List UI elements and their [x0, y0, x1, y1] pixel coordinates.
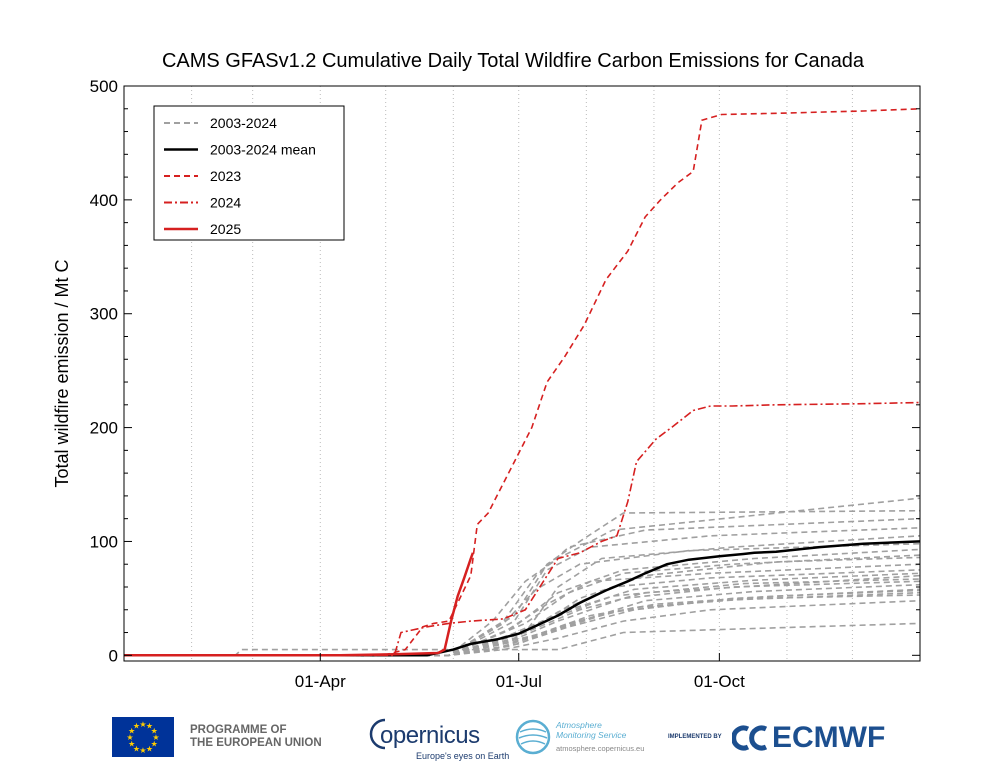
y-tick-label: 100	[90, 532, 118, 551]
eu-star-icon: ★	[128, 727, 135, 736]
y-tick-label: 200	[90, 419, 118, 438]
eu-star-icon: ★	[128, 740, 135, 749]
cams-line-1: Atmosphere	[556, 720, 602, 730]
eu-star-icon: ★	[139, 746, 146, 755]
legend-box	[153, 105, 345, 241]
cams-line-2: Monitoring Service	[556, 730, 627, 740]
legend-label: 2003-2024	[210, 115, 277, 131]
series-line-2003-2024	[124, 588, 921, 657]
copernicus-tagline: Europe's eyes on Earth	[416, 751, 510, 761]
series-line-2003-2024	[124, 574, 921, 657]
legend-label: 2024	[210, 195, 241, 211]
plot-frame	[123, 85, 921, 662]
x-tick-label: 01-Jul	[496, 672, 542, 691]
highlight-series-group	[124, 108, 921, 657]
eu-star-icon: ★	[152, 733, 159, 742]
chart-title: CAMS GFASv1.2 Cumulative Daily Total Wil…	[162, 50, 865, 72]
series-line-2003-2024-mean	[124, 540, 921, 657]
eu-star-icon: ★	[146, 744, 153, 753]
eu-star-icon: ★	[126, 733, 133, 742]
ecmwf-icon	[732, 725, 768, 751]
y-tick-label: 300	[90, 305, 118, 324]
copernicus-wordmark: opernicus	[370, 722, 480, 750]
eu-flag-icon: ★ ★ ★ ★ ★ ★ ★ ★ ★ ★ ★ ★	[112, 717, 174, 757]
legend-label: 2025	[210, 221, 241, 237]
series-line-2003-2024	[124, 569, 921, 657]
series-line-2023	[124, 108, 921, 657]
y-tick-label: 500	[90, 77, 118, 96]
eu-line-1: PROGRAMME OF	[190, 724, 287, 736]
cams-globe-icon	[515, 719, 551, 755]
eu-programme-label: PROGRAMME OF THE EUROPEAN UNION	[190, 724, 322, 750]
series-line-2003-2024	[124, 622, 921, 657]
cams-url: atmosphere.copernicus.eu	[556, 744, 645, 753]
eu-star-icon: ★	[151, 740, 158, 749]
series-line-2025	[124, 552, 475, 657]
axes: 0 100 200 300 400 500 01-Apr 01-Jul 01-Oct	[90, 77, 920, 691]
eu-star-icon: ★	[146, 722, 153, 731]
eu-star-icon: ★	[139, 720, 146, 729]
eu-star-icon: ★	[151, 727, 158, 736]
wildfire-emissions-chart: CAMS GFASv1.2 Cumulative Daily Total Wil…	[52, 50, 921, 691]
copernicus-c-icon	[369, 718, 386, 750]
eu-star-icon: ★	[133, 744, 140, 753]
implemented-by-label: IMPLEMENTED BY	[668, 734, 722, 740]
legend-label: 2003-2024 mean	[210, 142, 316, 158]
series-line-2003-2024	[124, 548, 921, 657]
x-tick-label: 01-Oct	[694, 672, 745, 691]
series-line-2003-2024	[124, 517, 921, 657]
series-line-2003-2024	[124, 580, 921, 657]
y-tick-label: 0	[109, 646, 118, 665]
eu-star-icon: ★	[133, 722, 140, 731]
series-line-2024	[124, 401, 921, 657]
legend: 2003-2024 2003-2024 mean 2023 2024 2025	[153, 105, 345, 241]
cams-label: Atmosphere Monitoring Service	[556, 720, 626, 740]
ecmwf-wordmark: ECMWF	[772, 721, 886, 754]
copernicus-word: opernicus	[380, 722, 480, 749]
footer-logos: ★ ★ ★ ★ ★ ★ ★ ★ ★ ★ ★ ★ PROGRAMME OF THE EUROPEAN U…	[0, 700, 1000, 770]
eu-stars-icon: ★ ★★★★★★★★★★★	[126, 720, 159, 755]
legend-label: 2023	[210, 168, 241, 184]
x-tick-label: 01-Apr	[295, 672, 346, 691]
y-tick-label: 400	[90, 191, 118, 210]
series-line-2003-2024	[124, 572, 921, 657]
y-axis-label: Total wildfire emission / Mt C	[52, 259, 72, 487]
series-line-2003-2024	[124, 578, 921, 657]
eu-line-2: THE EUROPEAN UNION	[190, 737, 322, 749]
series-line-2003-2024	[124, 589, 921, 657]
